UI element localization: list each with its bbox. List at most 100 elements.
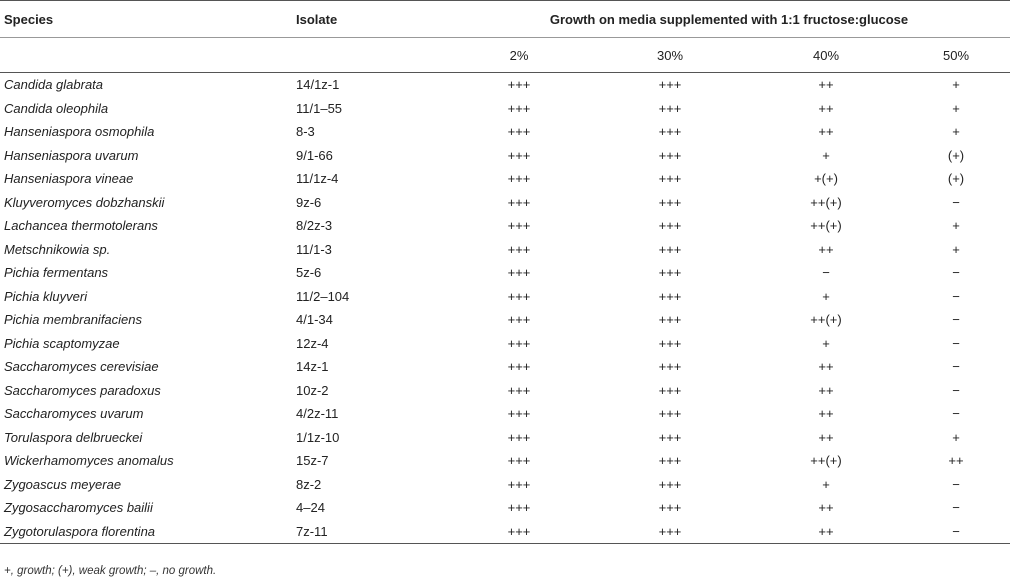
species-cell: Pichia fermentans (4, 265, 109, 281)
growth-value-cell: ++ (818, 124, 834, 140)
subheader-row: 2% 30% 40% 50% (0, 37, 1011, 73)
growth-value-cell: + (952, 241, 960, 257)
species-cell: Lachancea thermotolerans (4, 218, 158, 234)
species-cell: Saccharomyces uvarum (4, 406, 144, 422)
growth-value-cell: (+) (947, 147, 965, 163)
isolate-cell: 10z-2 (296, 382, 329, 398)
table-row: Kluyveromyces dobzhanskii 9z-6 +++ +++ ++(+)… (0, 191, 1010, 215)
growth-value-cell: +++ (507, 359, 531, 375)
header-row: Species Isolate Growth on media suppleme… (0, 0, 1011, 38)
growth-value-cell: + (952, 77, 960, 93)
growth-value-cell: ++ (818, 77, 834, 93)
growth-value-cell: − (952, 335, 960, 351)
growth-value-cell: ++ (818, 241, 834, 257)
table-row: Pichia scaptomyzae 12z-4 +++ +++ + − (0, 332, 1010, 356)
growth-value-cell: +++ (507, 241, 531, 257)
species-cell: Saccharomyces paradoxus (4, 382, 161, 398)
growth-value-cell: +++ (507, 500, 531, 516)
isolate-cell: 4/1-34 (296, 312, 333, 328)
table-row: Torulaspora delbrueckei 1/1z-10 +++ +++ ++ + (0, 426, 1010, 450)
table-row: Candida oleophila 11/1–55 +++ +++ ++ + (0, 97, 1010, 121)
growth-value-cell: +++ (507, 147, 531, 163)
isolate-cell: 8-3 (296, 124, 315, 140)
species-cell: Hanseniaspora osmophila (4, 124, 155, 140)
growth-value-cell: +++ (658, 382, 682, 398)
growth-value-cell: ++ (818, 406, 834, 422)
growth-value-cell: +++ (507, 335, 531, 351)
growth-value-cell: +++ (658, 171, 682, 187)
isolate-cell: 14/1z-1 (296, 77, 340, 93)
growth-value-cell: +++ (507, 100, 531, 116)
growth-value-cell: +++ (658, 265, 682, 281)
isolate-cell: 8z-2 (296, 476, 322, 492)
growth-value-cell: +++ (658, 500, 682, 516)
isolate-cell: 9z-6 (296, 194, 322, 210)
growth-value-cell: − (952, 500, 960, 516)
growth-table-container: Species Isolate Growth on media suppleme… (0, 0, 1011, 544)
isolate-cell: 12z-4 (296, 335, 329, 351)
growth-value-cell: + (952, 429, 960, 445)
isolate-cell: 11/2–104 (296, 288, 350, 304)
growth-value-cell: +++ (658, 124, 682, 140)
growth-value-cell: +(+) (814, 171, 838, 187)
growth-value-cell: +++ (658, 100, 682, 116)
growth-value-cell: − (952, 523, 960, 539)
growth-value-cell: − (822, 265, 830, 281)
table-row: Pichia kluyveri 11/2–104 +++ +++ + − (0, 285, 1010, 309)
growth-value-cell: +++ (658, 359, 682, 375)
species-cell: Metschnikowia sp. (4, 241, 111, 257)
isolate-cell: 9/1-66 (296, 147, 333, 163)
header-conc-30: 30% (656, 47, 684, 63)
isolate-cell: 1/1z-10 (296, 429, 340, 445)
isolate-cell: 14z-1 (296, 359, 329, 375)
growth-value-cell: +++ (658, 476, 682, 492)
table-footnote: +, growth; (+), weak growth; –, no growt… (4, 565, 217, 577)
growth-value-cell: − (952, 194, 960, 210)
species-cell: Zygosaccharomyces bailii (4, 500, 153, 516)
growth-value-cell: + (822, 476, 830, 492)
growth-value-cell: − (952, 406, 960, 422)
header-conc-2: 2% (509, 47, 529, 63)
growth-value-cell: +++ (507, 523, 531, 539)
growth-value-cell: + (952, 100, 960, 116)
growth-value-cell: − (952, 312, 960, 328)
growth-value-cell: − (952, 288, 960, 304)
species-cell: Kluyveromyces dobzhanskii (4, 194, 165, 210)
table-row: Saccharomyces paradoxus 10z-2 +++ +++ ++ − (0, 379, 1010, 403)
table-row: Lachancea thermotolerans 8/2z-3 +++ +++ ++(+… (0, 214, 1010, 238)
species-cell: Candida oleophila (4, 100, 109, 116)
growth-value-cell: +++ (507, 429, 531, 445)
isolate-cell: 11/1-3 (296, 241, 332, 257)
growth-value-cell: − (952, 476, 960, 492)
growth-value-cell: (+) (947, 171, 965, 187)
table-row: Zygotorulaspora florentina 7z-11 +++ +++ ++ − (0, 520, 1010, 544)
growth-value-cell: +++ (658, 335, 682, 351)
growth-value-cell: ++(+) (810, 312, 842, 328)
isolate-cell: 8/2z-3 (296, 218, 333, 234)
growth-value-cell: + (952, 218, 960, 234)
growth-value-cell: ++ (818, 100, 834, 116)
growth-value-cell: ++ (818, 429, 834, 445)
species-cell: Wickerhamomyces anomalus (4, 453, 174, 469)
isolate-cell: 11/1–55 (296, 100, 343, 116)
table-row: Hanseniaspora uvarum 9/1-66 +++ +++ + (+) (0, 144, 1010, 168)
header-species: Species (4, 11, 54, 27)
growth-value-cell: + (822, 147, 830, 163)
growth-value-cell: +++ (658, 147, 682, 163)
growth-value-cell: +++ (507, 171, 531, 187)
growth-value-cell: +++ (658, 218, 682, 234)
growth-value-cell: +++ (507, 124, 531, 140)
growth-value-cell: +++ (658, 77, 682, 93)
growth-value-cell: +++ (658, 429, 682, 445)
table-row: Hanseniaspora osmophila 8-3 +++ +++ ++ + (0, 120, 1010, 144)
species-cell: Zygoascus meyerae (4, 476, 122, 492)
growth-value-cell: ++(+) (810, 218, 842, 234)
table-row: Zygoascus meyerae 8z-2 +++ +++ + − (0, 473, 1010, 497)
growth-value-cell: ++(+) (810, 453, 842, 469)
growth-value-cell: + (822, 288, 830, 304)
growth-value-cell: +++ (507, 406, 531, 422)
table-row: Candida glabrata 14/1z-1 +++ +++ ++ + (0, 73, 1010, 97)
growth-value-cell: +++ (658, 523, 682, 539)
growth-value-cell: +++ (658, 288, 682, 304)
isolate-cell: 7z-11 (296, 523, 328, 539)
